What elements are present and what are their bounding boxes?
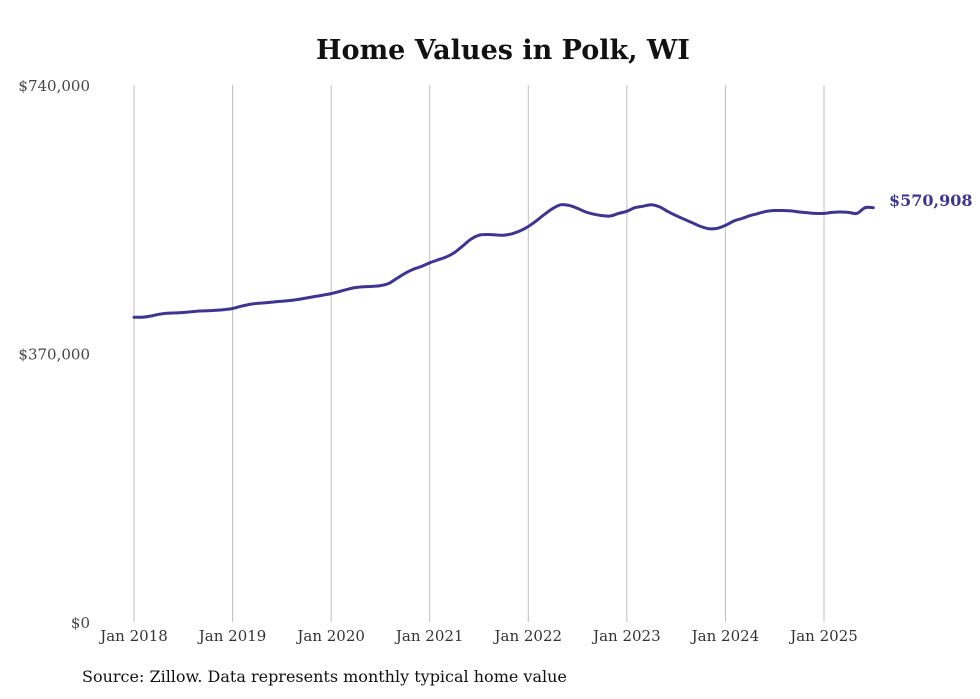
x-axis-tick-labels: Jan 2018 Jan 2019 Jan 2020 Jan 2021 Jan 2022…: [98, 627, 858, 645]
x-tick-label: Jan 2020: [295, 627, 365, 645]
gridlines: [133, 85, 825, 622]
series-lines: [132, 203, 875, 319]
end-value-label: $570,908: [889, 191, 973, 210]
chart-title: Home Values in Polk, WI: [316, 35, 690, 66]
chart-source-note: Source: Zillow. Data represents monthly …: [82, 667, 567, 686]
y-tick-label: $370,000: [18, 346, 90, 364]
x-tick-label: Jan 2022: [493, 627, 563, 645]
x-tick-label: Jan 2019: [197, 627, 267, 645]
series-line-0: [132, 203, 875, 319]
x-tick-label: Jan 2021: [394, 627, 464, 645]
y-tick-label: $740,000: [18, 77, 90, 95]
x-tick-label: Jan 2025: [788, 627, 858, 645]
y-tick-label: $0: [71, 614, 90, 632]
x-tick-label: Jan 2018: [98, 627, 168, 645]
x-tick-label: Jan 2023: [591, 627, 661, 645]
x-tick-label: Jan 2024: [690, 627, 760, 645]
y-axis-tick-labels: $0 $370,000 $740,000: [18, 77, 90, 632]
